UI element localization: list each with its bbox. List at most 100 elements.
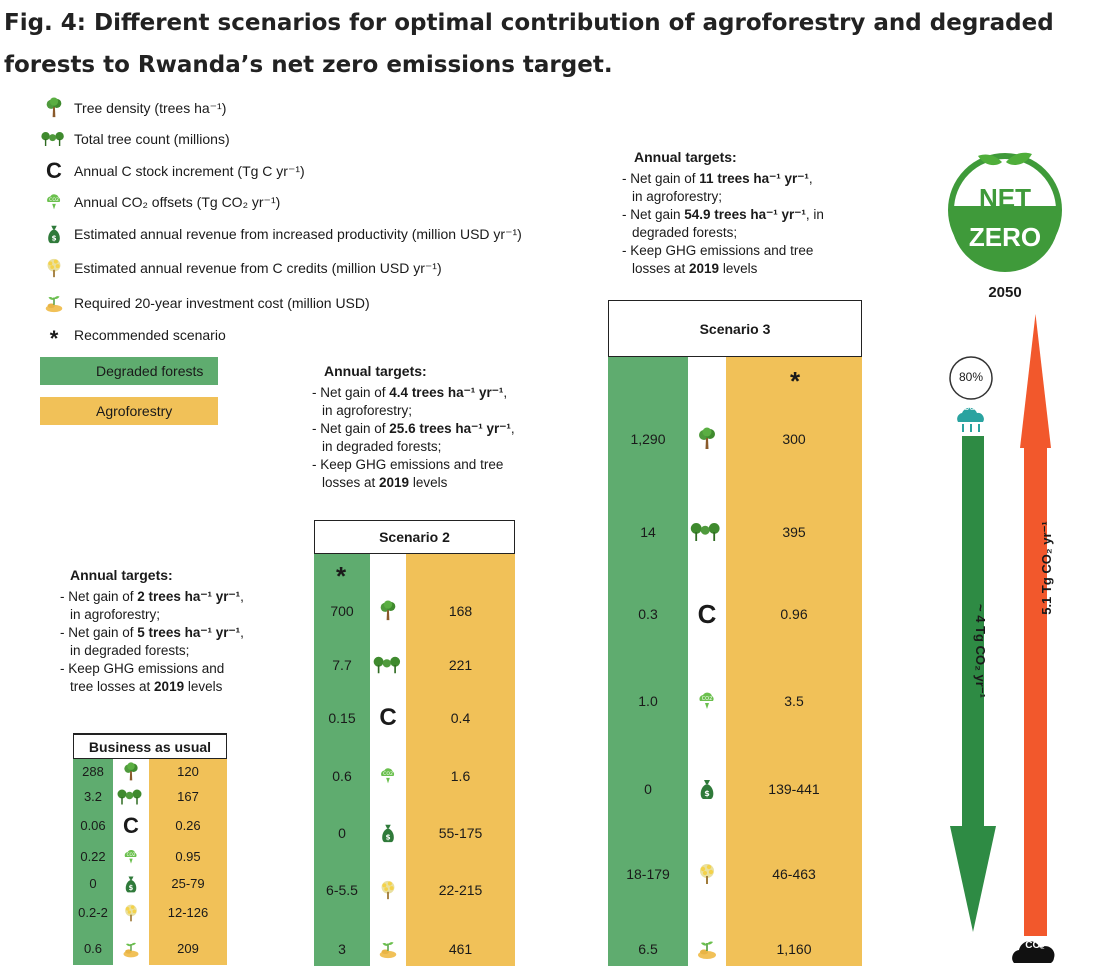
scenario3-agro-column <box>726 357 862 966</box>
investment-sprout-icon <box>113 937 149 961</box>
bau-degraded-co2-offsets: 0.22 <box>80 849 106 864</box>
legend-swatch-degraded-forests: Degraded forests <box>40 357 218 385</box>
tree-icon <box>40 97 68 119</box>
co2-cloud-icon <box>113 845 149 869</box>
scenario3-header: Scenario 3 <box>608 300 862 357</box>
figure-title: Fig. 4: Different scenarios for optimal … <box>4 10 1054 78</box>
scenario2-recommended-star: * <box>335 561 347 591</box>
co2-cloud-label: CO₂ <box>963 403 979 412</box>
bau-header: Business as usual <box>73 733 227 759</box>
s3-agro-tree-density: 300 <box>782 431 806 447</box>
s3-degraded-investment: 6.5 <box>638 941 658 957</box>
legend-item-total-tree-count: Total tree count (millions) <box>40 126 230 152</box>
scenario2-degraded-column <box>314 554 370 966</box>
s3-agro-revenue-productivity: 139-441 <box>768 781 820 797</box>
scenario3-targets: Annual targets: - Net gain of 11 trees h… <box>622 148 872 278</box>
scenario2-target-3: - Keep GHG emissions and tree losses at 2… <box>312 457 504 490</box>
tree-icon <box>113 760 149 784</box>
s2-agro-tree-count: 221 <box>448 657 473 673</box>
bau-target-2: - Net gain of 5 trees ha⁻¹ yr⁻¹, in degra… <box>60 625 244 658</box>
scenario2-target-1: - Net gain of 4.4 trees ha⁻¹ yr⁻¹, in agr… <box>312 385 508 418</box>
s2-degraded-tree-density: 700 <box>330 603 354 619</box>
bau-agro-investment: 209 <box>177 941 199 956</box>
coin-tree-icon <box>113 901 149 925</box>
s3-degraded-tree-count: 14 <box>640 524 656 540</box>
money-bag-icon <box>40 223 68 245</box>
carbon-c-icon: C <box>46 158 62 183</box>
co2-cloud-icon <box>688 689 726 713</box>
scenario2-target-2: - Net gain of 25.6 trees ha⁻¹ yr⁻¹, in de… <box>312 421 515 454</box>
s3-agro-revenue-credits: 46-463 <box>772 866 816 882</box>
scenario2-targets: Annual targets: - Net gain of 4.4 trees … <box>312 362 562 492</box>
coin-tree-icon <box>40 257 68 279</box>
co2-cloud-small-icon <box>957 407 984 432</box>
scenario3-target-1: - Net gain of 11 trees ha⁻¹ yr⁻¹, in agro… <box>622 171 813 204</box>
bau-degraded-c-stock: 0.06 <box>80 818 106 833</box>
s2-agro-revenue-productivity: 55-175 <box>438 825 483 841</box>
bau-agro-tree-count: 167 <box>177 789 199 804</box>
investment-sprout-icon <box>688 937 726 961</box>
bau-target-1: - Net gain of 2 trees ha⁻¹ yr⁻¹, in agrof… <box>60 589 244 622</box>
bau-agro-co2-offsets: 0.95 <box>175 849 201 864</box>
bau-degraded-investment: 0.6 <box>83 941 103 956</box>
carbon-c-icon: C <box>697 599 717 629</box>
trees-icon <box>40 129 68 149</box>
legend-item-tree-density: Tree density (trees ha⁻¹) <box>40 95 226 121</box>
scenario3-recommended-star: * <box>789 366 801 396</box>
s2-agro-investment: 461 <box>448 941 473 957</box>
bau-agro-column <box>149 759 227 965</box>
net-zero-line1: NET <box>979 183 1031 213</box>
s3-degraded-c-stock: 0.3 <box>638 606 658 622</box>
carbon-c-icon: C <box>123 813 139 838</box>
s3-agro-tree-count: 395 <box>782 524 806 540</box>
bau-degraded-tree-density: 288 <box>82 764 104 779</box>
investment-sprout-icon <box>40 292 68 314</box>
s3-degraded-revenue-productivity: 0 <box>644 781 652 797</box>
carbon-c-icon: C <box>379 704 397 731</box>
legend-item-co2-offsets: Annual CO₂ offsets (Tg CO₂ yr⁻¹) <box>40 189 280 215</box>
s3-degraded-tree-density: 1,290 <box>630 431 666 447</box>
coin-tree-icon <box>370 878 406 902</box>
bau-degraded-revenue-credits: 0.2-2 <box>78 905 108 920</box>
co2-cloud-icon <box>370 764 406 788</box>
green-arrow-label: ~ 4 Tg CO₂ yr⁻¹ <box>973 604 988 698</box>
tree-icon <box>688 427 726 451</box>
s2-agro-c-stock: 0.4 <box>450 710 471 726</box>
s2-agro-revenue-credits: 22-215 <box>438 882 483 898</box>
percent-label: 80% <box>958 370 984 384</box>
bau-agro-revenue-productivity: 25-79 <box>171 876 205 891</box>
bau-degraded-tree-count: 3.2 <box>83 789 103 804</box>
bau-agro-c-stock: 0.26 <box>175 818 201 833</box>
scenario3-target-2: - Net gain 54.9 trees ha⁻¹ yr⁻¹, in degra… <box>622 207 824 240</box>
scenario3-target-3: - Keep GHG emissions and tree losses at 2… <box>622 243 814 276</box>
s2-degraded-revenue-productivity: 0 <box>338 825 346 841</box>
net-zero-graphic <box>948 152 1062 963</box>
bau-targets: Annual targets: - Net gain of 2 trees ha… <box>60 566 300 696</box>
s2-agro-tree-density: 168 <box>448 603 473 619</box>
s2-degraded-investment: 3 <box>338 941 346 957</box>
co2-emission-label: CO₂ <box>1025 940 1045 951</box>
s2-degraded-tree-count: 7.7 <box>332 657 352 673</box>
s3-agro-co2-offsets: 3.5 <box>784 693 804 709</box>
legend-item-c-stock: C Annual C stock increment (Tg C yr⁻¹) <box>40 158 305 184</box>
money-bag-icon <box>370 821 406 845</box>
co2-cloud-icon <box>40 191 68 213</box>
co2-emission-cloud-icon <box>1012 941 1055 963</box>
target-year: 2050 <box>988 284 1022 301</box>
net-zero-badge <box>948 152 1062 272</box>
money-bag-icon <box>113 872 149 896</box>
s3-agro-investment: 1,160 <box>776 941 812 957</box>
trees-icon <box>688 520 726 544</box>
green-arrow <box>950 436 996 932</box>
legend-swatch-agroforestry: Agroforestry <box>40 397 218 425</box>
legend-item-revenue-productivity: Estimated annual revenue from increased … <box>40 221 522 247</box>
legend-item-recommended: * Recommended scenario <box>40 322 226 351</box>
scenario2-agro-column <box>406 554 515 966</box>
bau-target-3: - Keep GHG emissions and tree losses at 2… <box>60 661 225 694</box>
s2-degraded-revenue-credits: 6-5.5 <box>326 882 358 898</box>
net-zero-line2: ZERO <box>968 222 1042 252</box>
investment-sprout-icon <box>370 937 406 961</box>
orange-arrow-label: 5.1 Tg CO₂ yr⁻¹ <box>1039 521 1054 615</box>
legend-item-investment: Required 20-year investment cost (millio… <box>40 290 370 316</box>
orange-arrow <box>1020 314 1051 936</box>
